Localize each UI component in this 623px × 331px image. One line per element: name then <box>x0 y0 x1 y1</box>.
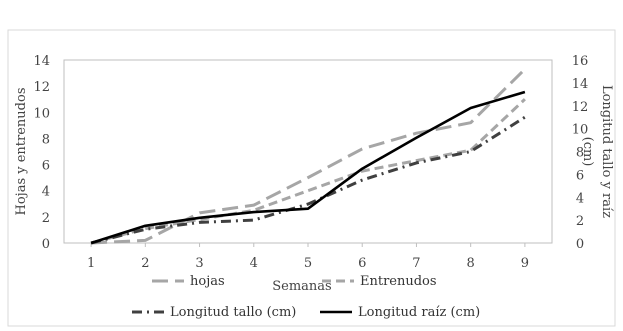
y-left-tick-label: 6 <box>42 159 50 174</box>
y-left-tick-label: 8 <box>42 132 50 147</box>
x-axis-title: Semanas <box>272 279 331 294</box>
y-left-tick-label: 12 <box>33 80 50 95</box>
y-left-tick-label: 14 <box>33 54 50 69</box>
legend-label-3: Longitud raíz (cm) <box>358 305 480 320</box>
x-tick-label: 9 <box>521 256 529 271</box>
y-right-axis-title-line1: Longitud tallo y raíz <box>599 85 614 218</box>
legend: hojas Entrenudos Longitud tallo (cm) Longit… <box>132 274 480 320</box>
y-right-tick-label: 14 <box>572 77 589 92</box>
y-right-axis-title: Longitud tallo y raíz (cm) <box>580 85 614 218</box>
x-tick-label: 3 <box>195 256 203 271</box>
y-right-tick-label: 6 <box>576 168 584 183</box>
y-left-tick-label: 4 <box>42 185 50 200</box>
y-right-tick-label: 0 <box>576 237 584 252</box>
x-tick-label: 8 <box>467 256 475 271</box>
series-line-3 <box>90 90 526 245</box>
series-line-2 <box>90 115 526 245</box>
y-left-axis-title: Hojas y entrenudos <box>14 88 29 216</box>
y-right-tick-label: 2 <box>576 214 584 229</box>
y-right-axis-title-line2: (cm) <box>580 137 595 167</box>
y-right-tick-label: 10 <box>572 123 589 138</box>
y-right-tick-label: 4 <box>576 191 584 206</box>
x-tick-label: 2 <box>141 256 149 271</box>
y-right-tick-label: 16 <box>572 54 589 69</box>
x-tick-label: 7 <box>412 256 420 271</box>
y-left-tick-label: 0 <box>42 237 50 252</box>
x-tick-label: 4 <box>250 256 258 271</box>
x-tick-label: 5 <box>304 256 312 271</box>
y-left-tick-label: 10 <box>33 106 50 121</box>
series-line-1 <box>90 98 526 245</box>
x-tick-label: 1 <box>87 256 95 271</box>
legend-label-1: Entrenudos <box>360 274 437 289</box>
plot-area <box>63 59 553 244</box>
series-lines <box>90 68 526 245</box>
chart-frame <box>7 29 616 327</box>
x-tick-label: 6 <box>358 256 366 271</box>
y-right-tick-label: 8 <box>576 146 584 161</box>
legend-label-0: hojas <box>190 274 225 289</box>
y-left-tick-label: 2 <box>42 211 50 226</box>
series-line-0 <box>91 68 526 245</box>
y-right-tick-label: 12 <box>572 100 589 115</box>
legend-label-2: Longitud tallo (cm) <box>170 305 296 320</box>
